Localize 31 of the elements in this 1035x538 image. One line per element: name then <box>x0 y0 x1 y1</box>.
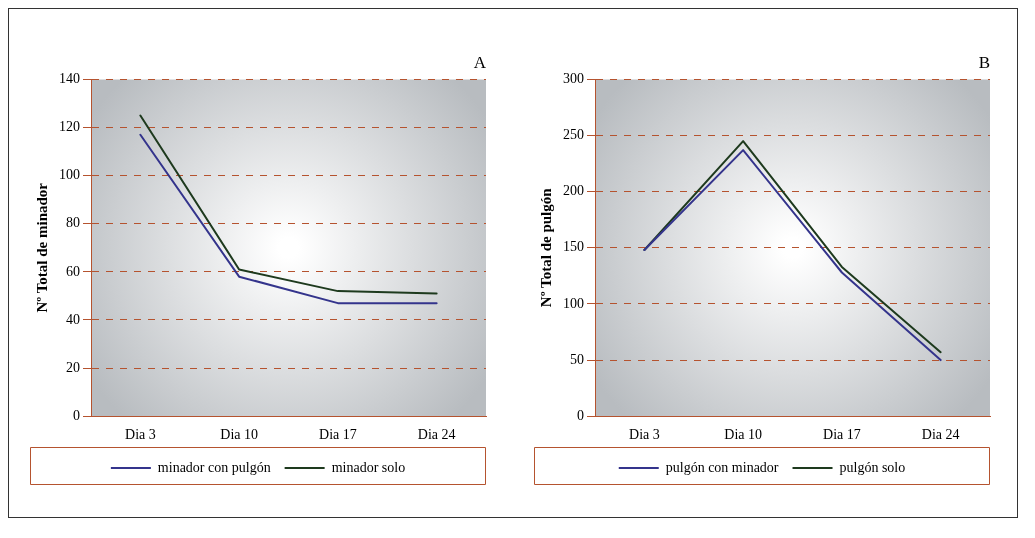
y-axis-title: Nº Total de pulgón <box>537 187 554 308</box>
legend-label: pulgón con minador <box>665 459 779 475</box>
y-tick-label: 100 <box>563 295 584 311</box>
x-tick-label: Dia 3 <box>125 427 156 443</box>
y-tick-label: 200 <box>563 183 584 199</box>
y-tick-label: 100 <box>59 167 80 183</box>
y-tick-label: 80 <box>66 215 80 231</box>
chart-title: B <box>978 52 990 72</box>
x-tick-label: Dia 24 <box>417 427 456 443</box>
x-tick-label: Dia 10 <box>220 427 258 443</box>
x-tick-label: Dia 3 <box>629 427 660 443</box>
y-tick-label: 40 <box>66 311 80 327</box>
y-tick-label: 0 <box>73 407 80 423</box>
y-tick-label: 0 <box>577 407 584 423</box>
y-tick-label: 120 <box>59 119 80 135</box>
legend-label: pulgón solo <box>839 459 906 475</box>
x-tick-label: Dia 17 <box>319 427 357 443</box>
y-tick-label: 140 <box>59 71 80 87</box>
x-tick-label: Dia 17 <box>823 427 861 443</box>
y-tick-label: 250 <box>563 127 584 143</box>
chart-title: A <box>473 52 487 72</box>
y-tick-label: 150 <box>563 239 584 255</box>
x-tick-label: Dia 24 <box>921 427 960 443</box>
y-tick-label: 60 <box>66 263 80 279</box>
x-tick-label: Dia 10 <box>724 427 762 443</box>
y-tick-label: 300 <box>563 71 584 87</box>
y-tick-label: 20 <box>66 359 80 375</box>
legend-label: minador con pulgón <box>157 459 271 475</box>
y-axis-title: Nº Total de minador <box>33 182 50 313</box>
legend-label: minador solo <box>331 459 406 475</box>
y-tick-label: 50 <box>570 351 584 367</box>
